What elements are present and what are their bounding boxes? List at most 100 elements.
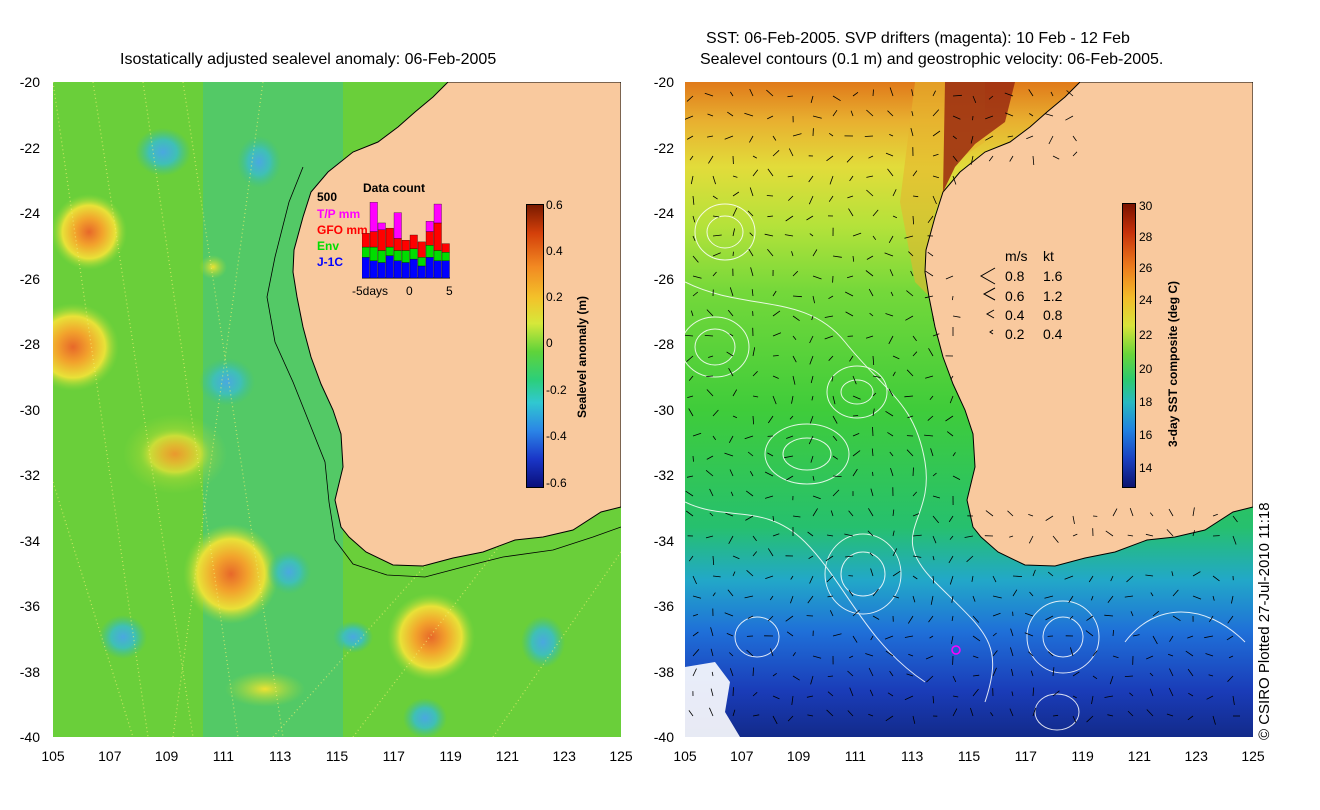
velocity-arrow [1072, 671, 1080, 677]
velocity-arrow [827, 595, 834, 598]
velocity-arrow [752, 551, 758, 557]
velocity-arrow [689, 155, 694, 161]
velocity-arrow [852, 450, 861, 457]
histogram-bar-jc [393, 260, 402, 279]
velocity-arrow [692, 255, 699, 263]
velocity-arrow [752, 415, 754, 425]
right-x-tick-label: 117 [1014, 748, 1037, 764]
sst-cb-tick: 28 [1139, 230, 1153, 244]
velocity-arrow [726, 351, 734, 357]
left-y-tick-label: -28 [19, 336, 40, 352]
velocity-arrow [912, 467, 914, 477]
velocity-arrow [988, 95, 994, 100]
histogram-bar-env [417, 257, 426, 267]
velocity-arrow [952, 695, 959, 698]
velocity-arrow [869, 312, 874, 317]
velocity-arrow [852, 468, 858, 477]
velocity-arrow [1206, 695, 1214, 700]
legend-tp: T/P mm [317, 207, 361, 221]
velocity-arrow [692, 235, 696, 242]
velocity-arrow [751, 289, 754, 297]
right-x-tick-label: 105 [673, 748, 697, 764]
velocity-arrow [772, 332, 782, 337]
velocity-arrow [826, 709, 834, 717]
velocity-arrow [904, 395, 914, 398]
left-map-title: Isostatically adjusted sealevel anomaly:… [120, 51, 497, 68]
velocity-arrow [726, 633, 734, 637]
velocity-arrow [792, 652, 796, 657]
velocity-arrow [907, 615, 914, 624]
velocity-arrow [732, 571, 736, 577]
velocity-arrow [904, 235, 914, 239]
histogram-x-label-left: -5days [352, 284, 389, 298]
velocity-arrow [872, 235, 877, 241]
velocity-arrow [747, 615, 754, 619]
velocity-arrow [1048, 651, 1054, 657]
velocity-arrow [925, 375, 934, 379]
velocity-arrow [910, 270, 914, 277]
velocity-arrow [868, 667, 874, 677]
velocity-arrow [912, 555, 922, 558]
velocity-arrow [1104, 614, 1114, 617]
velocity-arrow [985, 510, 994, 517]
velocity-arrow [952, 175, 957, 185]
velocity-arrow [832, 633, 842, 637]
velocity-arrow [905, 315, 914, 321]
velocity-arrow [732, 389, 738, 397]
velocity-arrow [1112, 655, 1119, 659]
velocity-arrow [849, 175, 854, 182]
velocity-arrow [1044, 595, 1054, 599]
velocity-arrow [852, 433, 860, 437]
velocity-arrow [749, 232, 754, 237]
velocity-arrow [1192, 530, 1195, 537]
velocity-arrow [792, 515, 801, 518]
velocity-arrow [724, 612, 734, 617]
velocity-arrow [948, 515, 954, 523]
velocity-arrow [1105, 530, 1114, 537]
velocity-arrow [1130, 611, 1134, 617]
velocity-arrow [932, 130, 941, 137]
left-x-tick-label: 119 [439, 748, 462, 764]
histogram-title: Data count [363, 181, 426, 195]
histogram-bar-gfo [417, 241, 426, 258]
velocity-arrow [785, 215, 794, 222]
velocity-arrow [846, 275, 854, 279]
histogram-bar-tp [369, 202, 378, 232]
velocity-arrow [1232, 515, 1238, 523]
velocity-arrow [752, 169, 759, 177]
velocity-legend-ms: 0.2 [1005, 326, 1025, 342]
velocity-arrow [966, 555, 974, 563]
velocity-arrow [772, 715, 778, 725]
histogram-bar-tp [433, 203, 442, 224]
velocity-arrow [892, 509, 895, 517]
velocity-arrow [809, 335, 814, 344]
velocity-arrow [749, 471, 754, 477]
right-x-tick-label: 115 [957, 748, 981, 764]
velocity-arrow [1045, 515, 1054, 521]
velocity-arrow [810, 95, 814, 104]
velocity-arrow [709, 512, 714, 517]
velocity-arrow [988, 155, 994, 162]
velocity-arrow [1107, 714, 1114, 717]
velocity-arrow [786, 631, 794, 637]
velocity-arrow [790, 575, 794, 580]
velocity-arrow [826, 534, 834, 537]
velocity-arrow [732, 709, 736, 717]
velocity-arrow [832, 489, 840, 497]
velocity-arrow [826, 575, 834, 583]
velocity-arrow [892, 355, 900, 360]
velocity-arrow [828, 355, 834, 361]
velocity-arrow [730, 491, 734, 497]
velocity-arrow [808, 175, 814, 183]
velocity-arrow [809, 355, 814, 365]
velocity-arrow [708, 355, 714, 358]
velocity-arrow [808, 195, 814, 205]
velocity-arrow [870, 635, 874, 641]
velocity-arrow [766, 89, 774, 97]
velocity-arrow [887, 692, 894, 697]
sst-cb-tick: 20 [1139, 362, 1153, 376]
left-y-tick-label: -20 [19, 74, 40, 90]
sst-cb-tick: 22 [1139, 328, 1153, 342]
velocity-arrow [992, 667, 997, 677]
velocity-arrow [870, 488, 874, 497]
